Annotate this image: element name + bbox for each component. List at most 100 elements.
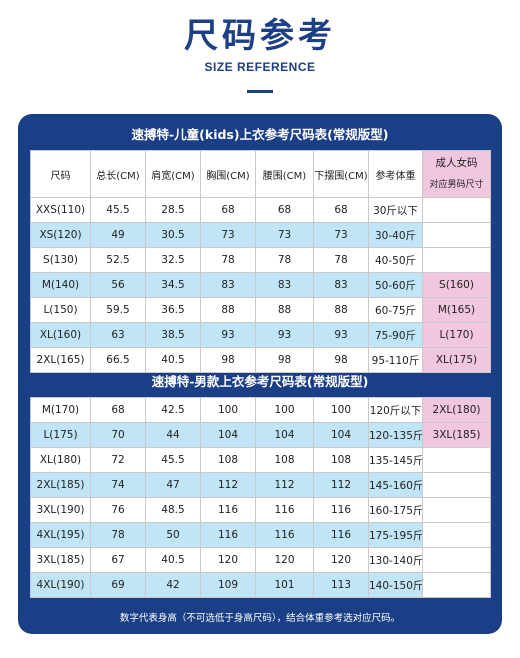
value-cell: 76 bbox=[90, 497, 146, 523]
size-chart-card: 速搏特-儿童(kids)上衣参考尺码表(常规版型) 尺码 总长(CM) 肩宽(C… bbox=[18, 114, 502, 634]
header-cell: 胸围(CM) bbox=[200, 150, 256, 198]
value-cell: 73 bbox=[200, 222, 256, 248]
men-size-table: M(170) 68 42.5 100 100 100 120斤以下 2XL(180) L(175… bbox=[30, 397, 491, 598]
value-cell: 67 bbox=[90, 547, 146, 573]
value-cell: 100 bbox=[255, 397, 314, 423]
value-cell: 38.5 bbox=[145, 322, 201, 348]
table-row: 3XL(185) 67 40.5 120 120 120 130-140斤 bbox=[30, 547, 491, 573]
value-cell: 49 bbox=[90, 222, 146, 248]
value-cell: 135-145斤 bbox=[368, 447, 423, 473]
table-row: XS(120) 49 30.5 73 73 73 30-40斤 bbox=[30, 222, 491, 248]
value-cell: 66.5 bbox=[90, 347, 146, 373]
value-cell: 98 bbox=[200, 347, 256, 373]
value-cell: 116 bbox=[255, 497, 314, 523]
adult-size-cell: XL(175) bbox=[422, 347, 491, 373]
value-cell: 50 bbox=[145, 522, 201, 548]
size-cell: 2XL(165) bbox=[30, 347, 91, 373]
value-cell: 98 bbox=[255, 347, 314, 373]
adult-size-cell: 3XL(185) bbox=[422, 422, 491, 448]
adult-size-cell: L(170) bbox=[422, 322, 491, 348]
table-row: M(140) 56 34.5 83 83 83 50-60斤 S(160) bbox=[30, 272, 491, 298]
value-cell: 45.5 bbox=[90, 197, 146, 223]
header-cell: 尺码 bbox=[30, 150, 91, 198]
adult-size-cell bbox=[422, 247, 491, 273]
value-cell: 116 bbox=[200, 522, 256, 548]
footer-note: 数字代表身高（不可选低于身高尺码），结合体重参考选对应尺码。 bbox=[119, 613, 401, 624]
value-cell: 120 bbox=[255, 547, 314, 573]
value-cell: 116 bbox=[313, 497, 369, 523]
value-cell: 74 bbox=[90, 472, 146, 498]
value-cell: 42 bbox=[145, 572, 201, 598]
value-cell: 83 bbox=[255, 272, 314, 298]
kids-header-row: 尺码 总长(CM) 肩宽(CM) 胸围(CM) 腰围(CM) 下摆围(CM) 参… bbox=[30, 150, 491, 198]
adult-size-cell bbox=[422, 472, 491, 498]
adult-size-cell bbox=[422, 447, 491, 473]
table-row: S(130) 52.5 32.5 78 78 78 40-50斤 bbox=[30, 247, 491, 273]
value-cell: 88 bbox=[200, 297, 256, 323]
adult-size-cell: 2XL(180) bbox=[422, 397, 491, 423]
value-cell: 68 bbox=[313, 197, 369, 223]
value-cell: 78 bbox=[200, 247, 256, 273]
header-cell: 肩宽(CM) bbox=[145, 150, 201, 198]
page-subtitle: SIZE REFERENCE bbox=[204, 60, 316, 74]
adult-size-cell bbox=[422, 222, 491, 248]
value-cell: 50-60斤 bbox=[368, 272, 423, 298]
kids-size-table: 尺码 总长(CM) 肩宽(CM) 胸围(CM) 腰围(CM) 下摆围(CM) 参… bbox=[30, 150, 491, 373]
value-cell: 140-150斤 bbox=[368, 572, 423, 598]
value-cell: 108 bbox=[200, 447, 256, 473]
value-cell: 88 bbox=[313, 297, 369, 323]
value-cell: 113 bbox=[313, 572, 369, 598]
value-cell: 93 bbox=[255, 322, 314, 348]
value-cell: 104 bbox=[200, 422, 256, 448]
value-cell: 101 bbox=[255, 572, 314, 598]
value-cell: 100 bbox=[200, 397, 256, 423]
value-cell: 48.5 bbox=[145, 497, 201, 523]
value-cell: 78 bbox=[313, 247, 369, 273]
value-cell: 112 bbox=[255, 472, 314, 498]
size-cell: XXS(110) bbox=[30, 197, 91, 223]
value-cell: 116 bbox=[255, 522, 314, 548]
value-cell: 112 bbox=[200, 472, 256, 498]
value-cell: 120 bbox=[200, 547, 256, 573]
adult-size-cell bbox=[422, 497, 491, 523]
table-row: 3XL(190) 76 48.5 116 116 116 160-175斤 bbox=[30, 497, 491, 523]
value-cell: 40.5 bbox=[145, 547, 201, 573]
size-cell: XL(180) bbox=[30, 447, 91, 473]
table-row: L(175) 70 44 104 104 104 120-135斤 3XL(185) bbox=[30, 422, 491, 448]
value-cell: 34.5 bbox=[145, 272, 201, 298]
value-cell: 63 bbox=[90, 322, 146, 348]
value-cell: 98 bbox=[313, 347, 369, 373]
adult-size-cell: S(160) bbox=[422, 272, 491, 298]
value-cell: 73 bbox=[313, 222, 369, 248]
value-cell: 116 bbox=[313, 522, 369, 548]
men-table-title: 速搏特-男款上衣参考尺码表(常规版型) bbox=[151, 374, 369, 389]
value-cell: 108 bbox=[255, 447, 314, 473]
size-cell: XL(160) bbox=[30, 322, 91, 348]
value-cell: 30.5 bbox=[145, 222, 201, 248]
table-row: 2XL(165) 66.5 40.5 98 98 98 95-110斤 XL(175) bbox=[30, 347, 491, 373]
value-cell: 44 bbox=[145, 422, 201, 448]
table-row: 4XL(195) 78 50 116 116 116 175-195斤 bbox=[30, 522, 491, 548]
value-cell: 83 bbox=[200, 272, 256, 298]
table-row: XL(180) 72 45.5 108 108 108 135-145斤 bbox=[30, 447, 491, 473]
header-cell: 参考体重 bbox=[368, 150, 423, 198]
value-cell: 40.5 bbox=[145, 347, 201, 373]
value-cell: 120 bbox=[313, 547, 369, 573]
value-cell: 100 bbox=[313, 397, 369, 423]
adult-col-subtitle: 对应男码尺寸 bbox=[429, 180, 484, 190]
adult-size-cell bbox=[422, 197, 491, 223]
value-cell: 116 bbox=[200, 497, 256, 523]
value-cell: 32.5 bbox=[145, 247, 201, 273]
value-cell: 120斤以下 bbox=[368, 397, 423, 423]
value-cell: 78 bbox=[90, 522, 146, 548]
size-cell: 2XL(185) bbox=[30, 472, 91, 498]
value-cell: 73 bbox=[255, 222, 314, 248]
header-cell: 腰围(CM) bbox=[255, 150, 314, 198]
value-cell: 68 bbox=[200, 197, 256, 223]
table-row: XXS(110) 45.5 28.5 68 68 68 30斤以下 bbox=[30, 197, 491, 223]
value-cell: 60-75斤 bbox=[368, 297, 423, 323]
table-row: 2XL(185) 74 47 112 112 112 145-160斤 bbox=[30, 472, 491, 498]
size-cell: 4XL(190) bbox=[30, 572, 91, 598]
table-row: 4XL(190) 69 42 109 101 113 140-150斤 bbox=[30, 572, 491, 598]
value-cell: 120-135斤 bbox=[368, 422, 423, 448]
